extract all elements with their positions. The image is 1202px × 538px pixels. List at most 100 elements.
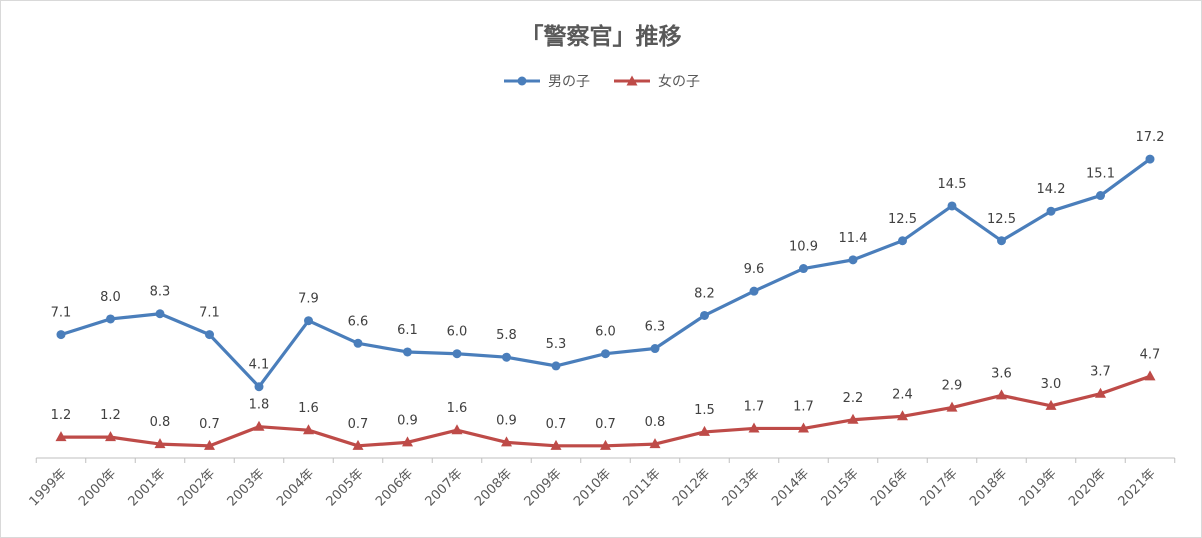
x-tick-label: 2021年 [1116,466,1159,509]
data-point [353,338,363,348]
data-point [205,330,214,340]
data-point [56,330,66,340]
data-label: 0.7 [348,417,369,432]
data-label: 6.1 [397,323,418,338]
data-point [997,236,1006,246]
x-tick-label: 2010年 [571,466,614,509]
data-label: 1.8 [249,398,270,413]
data-point [550,439,562,450]
legend: 男の子 女の子 [1,71,1201,91]
series-boys: 7.1 8.0 8.3 7.1 4.1 7.9 6.6 6.1 6.0 5.8 5.3 6.0 6.3 8… [51,130,1165,392]
data-point [601,349,610,359]
data-label: 7.1 [199,306,220,321]
x-tick-label: 2007年 [423,466,466,509]
data-label: 9.6 [744,262,765,277]
data-point [898,236,907,246]
data-point [749,286,759,296]
x-tick-label: 2008年 [472,466,515,509]
data-point [1046,206,1056,216]
data-point [254,382,264,392]
x-tick-label: 1999年 [27,466,70,509]
data-label: 8.3 [150,285,171,300]
data-label: 0.9 [397,413,418,428]
data-point [204,439,215,450]
x-tick-label: 2004年 [274,466,317,509]
data-point [799,264,808,274]
data-label: 2.2 [843,391,864,406]
data-label: 12.5 [888,212,917,227]
data-point [1144,370,1156,381]
data-label: 15.1 [1086,167,1115,182]
data-label: 6.0 [595,325,616,340]
data-point [502,352,511,362]
x-tick-label: 2000年 [76,466,119,509]
data-label: 8.2 [694,286,715,301]
legend-label-girls: 女の子 [658,74,700,90]
legend-label-boys: 男の子 [548,74,590,90]
data-point [106,314,115,324]
data-point [996,389,1007,400]
data-point [1095,387,1106,398]
data-point [600,439,611,450]
x-tick-label: 2016年 [868,466,911,509]
data-point [1096,191,1105,201]
x-tick-label: 2009年 [522,466,565,509]
data-label: 5.8 [496,328,517,343]
x-tick-label: 2006年 [373,466,416,509]
data-label: 17.2 [1136,130,1165,145]
data-point [105,431,116,442]
data-point [403,347,412,357]
data-label: 7.1 [51,306,72,321]
data-label: 0.7 [546,417,567,432]
data-point [897,410,908,421]
data-point [649,438,661,449]
data-point [253,420,265,431]
x-tick-label: 2014年 [769,466,812,509]
data-point [947,201,957,211]
data-label: 3.0 [1041,377,1062,392]
legend-marker-triangle-icon [614,75,650,86]
data-point [303,424,314,435]
data-label: 1.6 [298,401,319,416]
data-point [699,425,710,436]
data-label: 3.6 [991,366,1012,381]
x-tick-label: 2015年 [819,466,862,509]
data-label: 0.7 [595,417,616,432]
data-label: 0.9 [496,413,517,428]
data-point [650,344,660,354]
x-tick-label: 2019年 [1017,466,1060,509]
legend-item-boys: 男の子 [502,71,590,91]
data-label: 1.7 [744,399,765,414]
data-point [352,439,364,450]
data-point [798,422,809,433]
data-label: 2.4 [892,387,913,402]
data-label: 7.9 [298,292,319,307]
data-point [304,316,313,326]
series-layer: 7.1 8.0 8.3 7.1 4.1 7.9 6.6 6.1 6.0 5.8 5.3 6.0 6.3 8… [51,130,1165,450]
data-point [946,401,958,412]
x-axis-ticks: 1999年 2000年 2001年 2002年 2003年 2004年 2005年 2006年… [27,458,1176,509]
data-point [402,436,413,447]
x-tick-label: 2002年 [175,466,218,509]
data-label: 6.3 [645,320,666,335]
x-tick-label: 2013年 [720,466,763,509]
data-label: 12.5 [987,212,1016,227]
x-tick-label: 2012年 [670,466,713,509]
data-label: 1.5 [694,403,715,418]
data-label: 1.2 [51,408,72,423]
data-point [551,361,561,371]
data-label: 0.8 [645,415,666,430]
data-point [55,431,67,442]
data-point [748,422,760,433]
x-tick-label: 2001年 [126,466,169,509]
data-point [700,310,709,320]
chart-title: 「警察官」推移 [520,24,682,50]
data-label: 5.3 [546,337,567,352]
data-label: 6.6 [348,314,369,329]
data-label: 2.9 [942,379,963,394]
data-point [501,436,512,447]
data-label: 11.4 [839,231,868,246]
legend-item-girls: 女の子 [612,71,700,91]
